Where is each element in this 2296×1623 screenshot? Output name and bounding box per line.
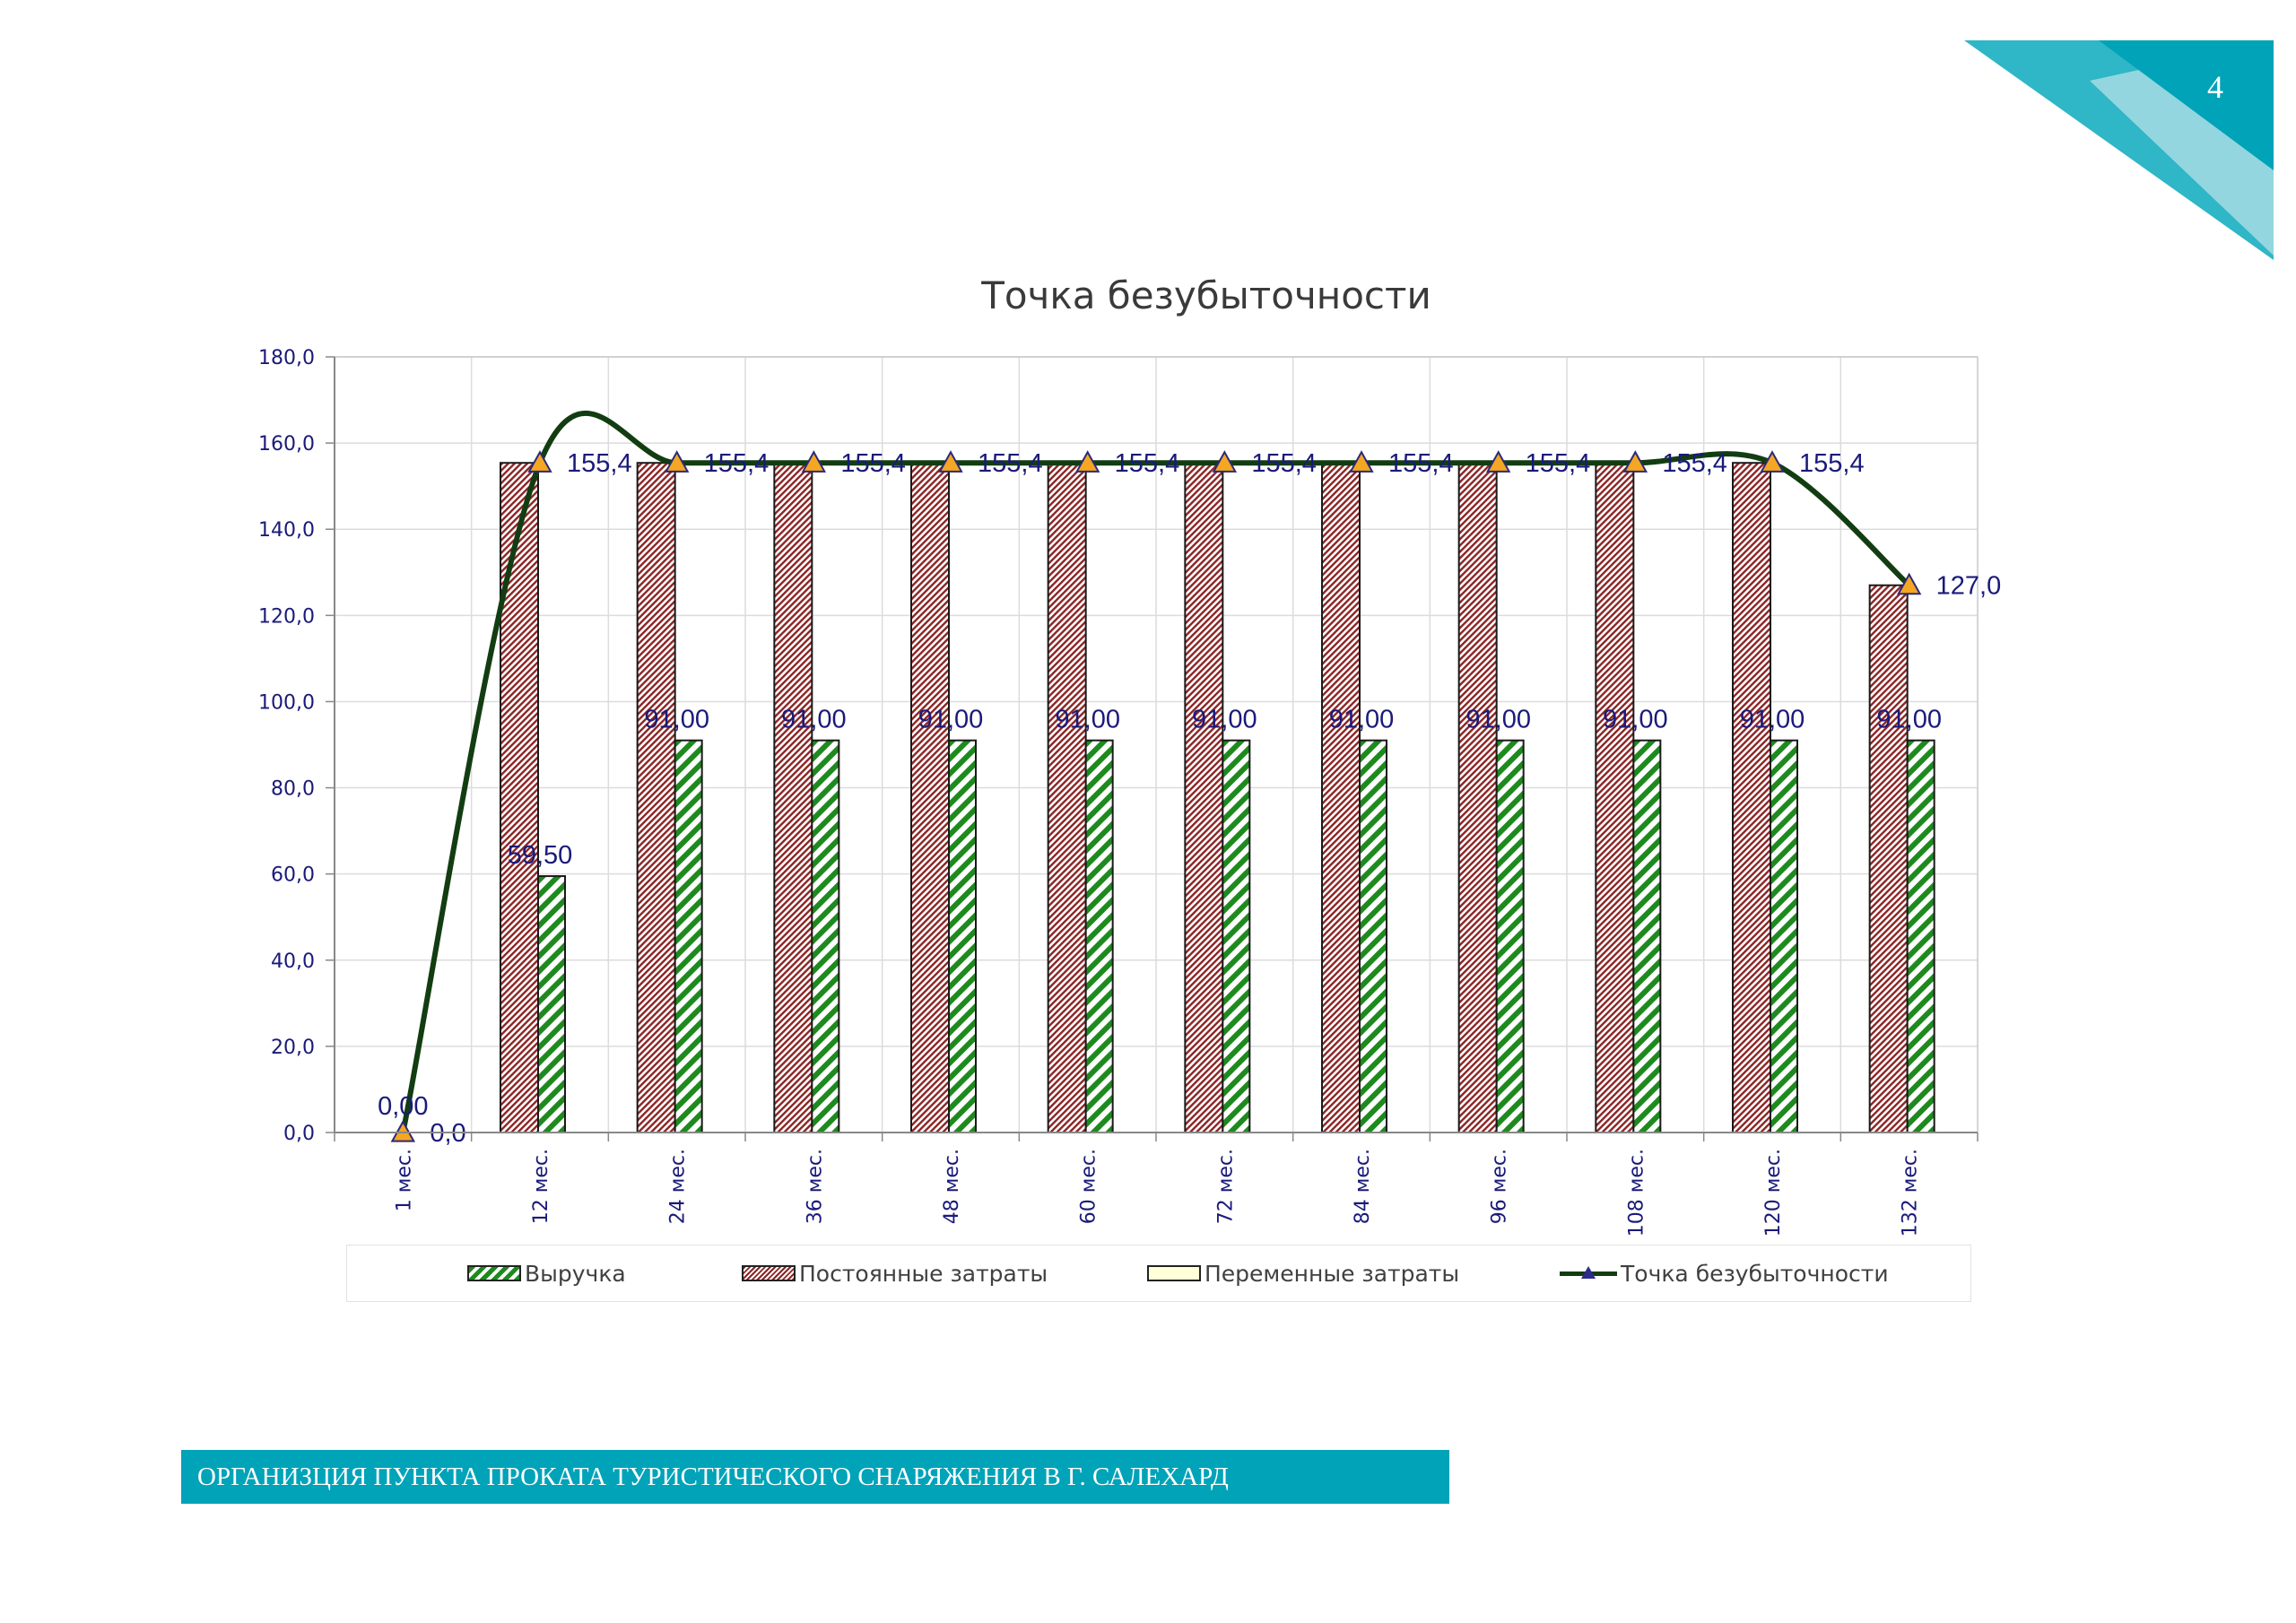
bar-fixed-costs xyxy=(1457,462,1498,1133)
y-tick-label: 20,0 xyxy=(271,1037,315,1059)
x-tick-label: 12 мес. xyxy=(530,1149,552,1224)
legend-swatch-break-even xyxy=(1560,1265,1617,1281)
bar-revenue xyxy=(537,875,566,1133)
break-even-data-label: 155,4 xyxy=(1388,449,1454,478)
y-tick-label: 0,0 xyxy=(283,1123,315,1145)
revenue-data-label: 91,00 xyxy=(1876,706,1942,734)
footer-text: ОРГАНИЗЦИЯ ПУНКТА ПРОКАТА ТУРИСТИЧЕСКОГО… xyxy=(197,1462,1229,1491)
bar-fixed-costs xyxy=(1047,462,1087,1133)
bar-revenue xyxy=(674,739,703,1133)
x-tick-label: 1 мес. xyxy=(393,1149,415,1211)
break-even-data-label: 155,4 xyxy=(978,449,1043,478)
legend-swatch-revenue xyxy=(467,1265,521,1281)
y-tick-label: 40,0 xyxy=(271,950,315,973)
y-tick-label: 60,0 xyxy=(271,864,315,887)
legend-label-variable-costs: Переменные затраты xyxy=(1205,1260,1460,1287)
break-even-marker xyxy=(801,450,827,473)
revenue-data-label: 91,00 xyxy=(1192,706,1257,734)
break-even-marker xyxy=(1212,450,1238,473)
revenue-data-label: 0,00 xyxy=(378,1092,428,1121)
break-even-marker xyxy=(1485,450,1511,473)
break-even-data-label: 155,4 xyxy=(1251,449,1317,478)
bar-revenue xyxy=(948,739,977,1133)
revenue-data-label: 91,00 xyxy=(1740,706,1805,734)
y-tick-label: 100,0 xyxy=(258,691,315,714)
y-tick-label: 80,0 xyxy=(271,778,315,801)
revenue-data-label: 59,50 xyxy=(508,841,573,870)
legend-swatch-fixed-costs xyxy=(742,1265,796,1281)
legend-item-fixed-costs: Постоянные затраты xyxy=(742,1245,1048,1301)
break-even-marker xyxy=(1349,450,1374,473)
x-tick-label: 132 мес. xyxy=(1900,1149,1922,1237)
x-tick-label: 48 мес. xyxy=(941,1149,963,1224)
break-even-chart: 0,0 155,4 155,4 155,4 155,4 155,4 155,4 155,4 15… xyxy=(258,347,2002,1237)
x-tick-label: 84 мес. xyxy=(1352,1149,1374,1224)
bar-fixed-costs xyxy=(1595,462,1635,1133)
bar-fixed-costs xyxy=(1732,462,1771,1133)
bar-revenue xyxy=(1222,739,1251,1133)
bar-fixed-costs xyxy=(1868,584,1909,1133)
y-tick-label: 140,0 xyxy=(258,519,315,542)
revenue-data-label: 91,00 xyxy=(1465,706,1531,734)
chart-title: Точка безубыточности xyxy=(981,273,1431,317)
bar-revenue xyxy=(1359,739,1387,1133)
break-even-marker xyxy=(1074,450,1100,473)
bar-fixed-costs xyxy=(1184,462,1224,1133)
bar-fixed-costs xyxy=(773,462,813,1133)
x-tick-label: 96 мес. xyxy=(1489,1149,1511,1224)
break-even-data-label: 127,0 xyxy=(1936,572,2002,601)
y-tick-label: 120,0 xyxy=(258,605,315,628)
legend-label-revenue: Выручка xyxy=(525,1260,626,1287)
chart-legend: Выручка Постоянные затраты Переменные за… xyxy=(346,1245,1971,1302)
revenue-data-label: 91,00 xyxy=(781,706,847,734)
break-even-data-label: 155,4 xyxy=(1799,449,1865,478)
footer-banner: ОРГАНИЗЦИЯ ПУНКТА ПРОКАТА ТУРИСТИЧЕСКОГО… xyxy=(181,1450,1449,1504)
break-even-marker xyxy=(1896,572,1922,595)
revenue-data-label: 91,00 xyxy=(1329,706,1395,734)
revenue-data-label: 91,00 xyxy=(644,706,709,734)
bar-fixed-costs xyxy=(636,462,676,1133)
bar-revenue xyxy=(1906,739,1935,1133)
break-even-marker xyxy=(390,1119,416,1142)
break-even-data-label: 155,4 xyxy=(567,449,632,478)
x-tick-label: 108 мес. xyxy=(1625,1149,1648,1237)
bar-fixed-costs xyxy=(500,462,539,1133)
bar-fixed-costs xyxy=(910,462,950,1133)
legend-label-fixed-costs: Постоянные затраты xyxy=(799,1260,1048,1287)
revenue-data-label: 91,00 xyxy=(1603,706,1668,734)
y-tick-label: 180,0 xyxy=(258,347,315,369)
x-tick-label: 24 мес. xyxy=(667,1149,690,1224)
break-even-data-label: 155,4 xyxy=(840,449,906,478)
break-even-data-label: 155,4 xyxy=(1662,449,1727,478)
break-even-marker xyxy=(664,450,690,473)
break-even-marker xyxy=(1622,450,1648,473)
x-tick-label: 36 мес. xyxy=(804,1149,826,1224)
bar-revenue xyxy=(1632,739,1662,1133)
page-number: 4 xyxy=(2207,69,2223,105)
bar-revenue xyxy=(1495,739,1525,1133)
x-tick-label: 120 мес. xyxy=(1762,1149,1785,1237)
legend-label-break-even: Точка безубыточности xyxy=(1621,1260,1889,1287)
legend-item-revenue: Выручка xyxy=(467,1245,626,1301)
legend-swatch-variable-costs xyxy=(1147,1265,1201,1281)
x-tick-label: 72 мес. xyxy=(1214,1149,1237,1224)
break-even-marker xyxy=(1760,450,1785,473)
break-even-data-label: 155,4 xyxy=(1526,449,1591,478)
bar-revenue xyxy=(1770,739,1798,1133)
legend-item-break-even: Точка безубыточности xyxy=(1560,1245,1889,1301)
bar-revenue xyxy=(811,739,840,1133)
bar-fixed-costs xyxy=(1321,462,1361,1133)
bar-revenue xyxy=(1084,739,1114,1133)
break-even-marker xyxy=(938,450,963,473)
break-even-marker xyxy=(527,450,552,473)
revenue-data-label: 91,00 xyxy=(1055,706,1120,734)
break-even-data-label: 155,4 xyxy=(1115,449,1180,478)
y-tick-label: 160,0 xyxy=(258,433,315,456)
revenue-data-label: 91,00 xyxy=(918,706,984,734)
x-tick-label: 60 мес. xyxy=(1078,1149,1100,1224)
break-even-data-label: 155,4 xyxy=(704,449,770,478)
legend-item-variable-costs: Переменные затраты xyxy=(1147,1245,1459,1301)
